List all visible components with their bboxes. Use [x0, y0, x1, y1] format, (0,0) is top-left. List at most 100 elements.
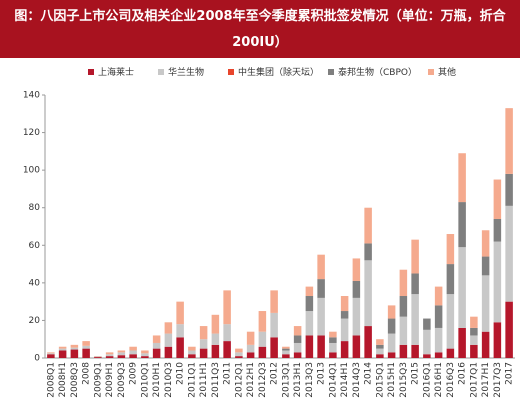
y-tick-label: 80 [29, 203, 41, 213]
bar-segment [423, 318, 431, 330]
bar-segment [399, 269, 408, 297]
bar-segment [493, 179, 502, 219]
bar-segment [470, 344, 478, 358]
bar-segment [293, 326, 302, 336]
x-tick-label: 2011Q1 [187, 362, 197, 398]
bar-segment [458, 327, 466, 358]
x-tick-label: 2012H1 [246, 362, 256, 397]
bar-segment [434, 352, 443, 358]
bar-segment [82, 345, 90, 349]
x-tick-label: 2010Q3 [164, 362, 174, 398]
bar-segment [105, 356, 114, 358]
bar-segment [141, 350, 149, 354]
bar-segment [188, 350, 196, 355]
bar-segment [387, 333, 396, 353]
bar-segment [199, 339, 208, 349]
bar-segment [305, 311, 314, 336]
bar-segment [270, 337, 278, 358]
bar-segment [376, 348, 384, 355]
bar-segment [293, 335, 302, 343]
bar-segment [505, 108, 513, 174]
bar-segment [470, 335, 478, 345]
bar-segment [305, 286, 314, 297]
bar-segment [82, 341, 90, 346]
bar-segment [317, 335, 325, 358]
bar-segment [423, 329, 431, 355]
x-tick-label: 2017H1 [481, 362, 491, 397]
bar-segment [70, 349, 79, 358]
legend-swatch [88, 69, 94, 75]
legend-swatch [158, 69, 164, 75]
x-tick-label: 2009Q1 [93, 362, 103, 398]
bar-segment [364, 260, 372, 327]
bar-segment [446, 294, 455, 349]
y-tick-label: 40 [29, 278, 41, 288]
bar-segment [258, 331, 267, 347]
bar-segment [317, 254, 325, 280]
bar-segment [387, 352, 396, 358]
x-tick-label: 2016Q1 [422, 362, 432, 398]
bar-segment [199, 326, 208, 340]
bar-segment [223, 341, 231, 358]
bar-segment [282, 348, 290, 351]
legend-label: 华兰生物 [168, 66, 204, 78]
legend-swatch [328, 69, 334, 75]
bar-segment [82, 348, 90, 358]
x-tick-label: 2015Q3 [399, 362, 409, 398]
x-tick-label: 2008 [82, 362, 92, 385]
bar-segment [329, 352, 337, 358]
bar-segment [47, 354, 55, 358]
bar-segment [493, 241, 502, 323]
bar-segment [481, 275, 490, 332]
bar-segment [141, 353, 149, 357]
bar-segment [317, 297, 325, 336]
x-tick-label: 2013Q3 [305, 362, 315, 398]
x-tick-label: 2013Q1 [281, 362, 291, 398]
bar-segment [70, 344, 79, 348]
bar-segment [387, 305, 396, 319]
bar-segment [105, 352, 114, 355]
bar-segment [47, 352, 55, 354]
x-tick-label: 2017Q3 [493, 362, 503, 398]
bar-segment [446, 348, 455, 358]
x-tick-label: 2008H1 [58, 362, 68, 397]
bar-segment [340, 311, 349, 319]
bar-segment [117, 355, 126, 358]
bar-segment [164, 333, 173, 347]
bar-segment [270, 312, 278, 338]
bar-segment [176, 337, 184, 358]
bar-segment [434, 286, 443, 306]
bar-segment [129, 346, 137, 351]
bar-segment [235, 352, 243, 357]
bar-segment [411, 273, 419, 295]
bar-segment [505, 205, 513, 302]
y-tick-label: 60 [29, 241, 41, 251]
x-tick-label: 2011 [223, 362, 233, 385]
bar-segment [176, 301, 184, 325]
x-tick-label: 2010 [176, 362, 186, 385]
legend-swatch [228, 69, 234, 75]
bar-segment [58, 346, 67, 349]
bar-segment [399, 296, 408, 317]
x-tick-label: 2008Q3 [70, 362, 80, 398]
x-tick-label: 2014Q1 [328, 362, 338, 398]
bar-segment [340, 341, 349, 358]
bar-segment [199, 348, 208, 358]
bar-segment [446, 234, 455, 265]
bar-segment [211, 333, 220, 345]
bar-segment [399, 316, 408, 345]
bar-segment [235, 356, 243, 358]
bar-segment [376, 339, 384, 345]
bar-segment [364, 326, 372, 358]
x-tick-label: 2012Q3 [258, 362, 268, 398]
bar-segment [223, 324, 231, 342]
bar-segment [58, 348, 67, 351]
bar-segment [352, 335, 361, 358]
bar-segment [164, 346, 173, 358]
x-tick-label: 2016H1 [434, 362, 444, 397]
bar-segment [329, 331, 337, 338]
bar-segment [481, 230, 490, 257]
x-tick-label: 2011H1 [199, 362, 209, 397]
legend-label: 上海莱士 [98, 66, 134, 78]
